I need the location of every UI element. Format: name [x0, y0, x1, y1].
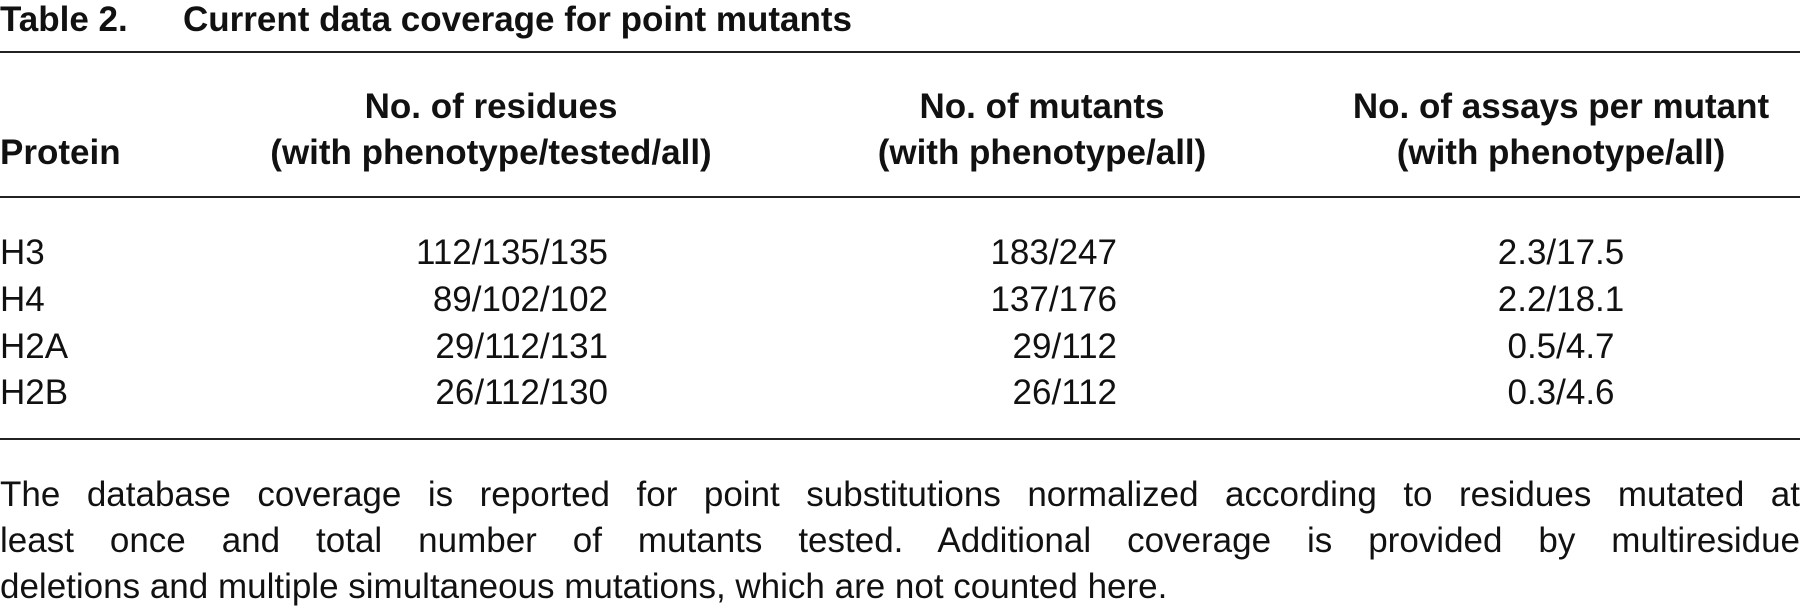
table-cell: 2.3/17.5 [1497, 233, 1625, 272]
table-cell: 112/135/135 [415, 233, 608, 272]
row-label: H2A [0, 327, 69, 366]
table-cell: 26/112/130 [435, 373, 608, 412]
row-label: H2B [0, 373, 69, 412]
column-header: Protein [0, 133, 121, 172]
table-cell: 183/247 [990, 233, 1117, 272]
table-cell: 0.3/4.6 [1507, 373, 1615, 412]
table-cell: 29/112/131 [435, 327, 608, 366]
table-cell: 26/112 [1012, 373, 1117, 412]
row-label: H4 [0, 280, 45, 319]
table-cell: 137/176 [990, 280, 1117, 319]
column-header: No. of assays per mutant [1352, 87, 1770, 126]
table-label: Table 2. [0, 0, 128, 39]
table-cell: 89/102/102 [432, 280, 608, 319]
footnote-line: least once and total number of mutants t… [0, 521, 1800, 560]
header-rule [0, 196, 1800, 198]
column-header: (with phenotype/tested/all) [270, 133, 712, 172]
column-header: (with phenotype/all) [1396, 133, 1726, 172]
row-label: H3 [0, 233, 45, 272]
column-header: No. of mutants [919, 87, 1165, 126]
table-cell: 29/112 [1012, 327, 1117, 366]
footnote-line: deletions and multiple simultaneous muta… [0, 567, 1168, 606]
bottom-rule [0, 438, 1800, 440]
table-title: Current data coverage for point mutants [183, 0, 852, 39]
column-header: (with phenotype/all) [877, 133, 1207, 172]
table-cell: 0.5/4.7 [1507, 327, 1615, 366]
table-cell: 2.2/18.1 [1497, 280, 1625, 319]
top-rule [0, 51, 1800, 53]
footnote-line: The database coverage is reported for po… [0, 475, 1800, 514]
column-header: No. of residues [364, 87, 618, 126]
